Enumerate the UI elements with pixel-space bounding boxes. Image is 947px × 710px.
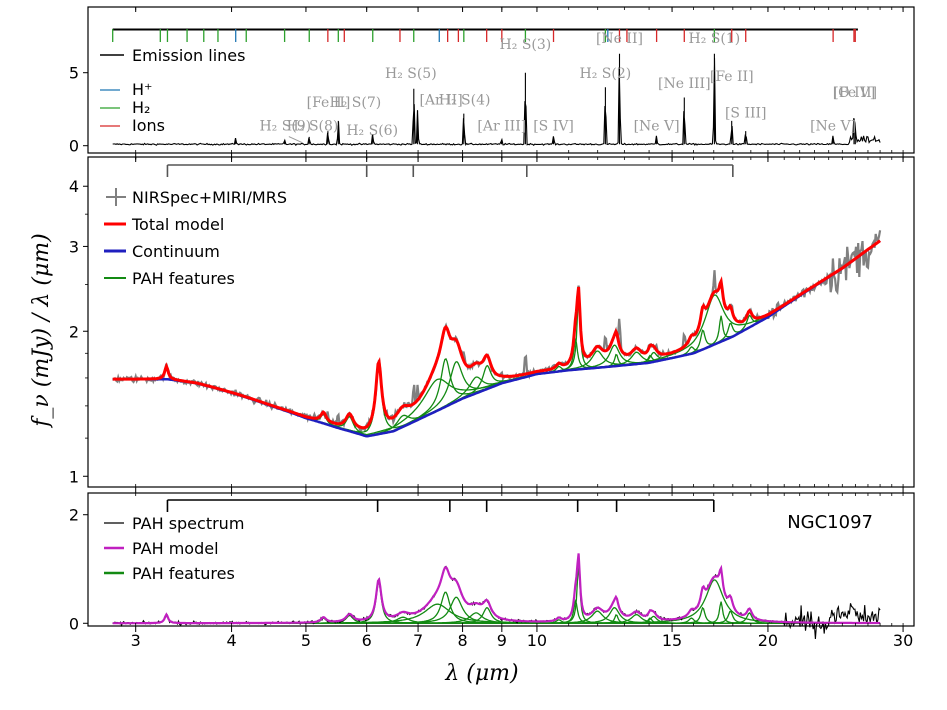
- y-axis-title: f_ν (mJy) / λ (μm): [29, 233, 54, 428]
- x-tick-label: 20: [758, 631, 778, 650]
- legend-label: Ions: [132, 116, 165, 135]
- line-annotation: [Ne V]: [634, 119, 680, 135]
- line-annotation: [Fe II]: [710, 69, 754, 85]
- legend-label: NIRSpec+MIRI/MRS: [132, 188, 287, 207]
- y-tick-label: 4: [69, 177, 79, 196]
- x-tick-label: 3: [131, 631, 141, 650]
- line-annotation: H₂ S(4): [439, 92, 491, 108]
- pah-model-curve: [112, 553, 881, 625]
- observed-spectrum: [112, 230, 882, 434]
- annotation-arrow: [288, 136, 303, 144]
- line-annotation: [Ne III]: [658, 76, 711, 92]
- x-tick-label: 9: [497, 631, 507, 650]
- y-tick-label: 0: [69, 614, 79, 633]
- pah-feature-curve: [633, 250, 867, 366]
- line-annotation: [Ne V]: [810, 119, 856, 135]
- pah-legend: PAH spectrum PAH model PAH features: [104, 514, 244, 583]
- legend-label: H₂: [132, 98, 150, 117]
- y-tick-label: 0: [69, 137, 79, 156]
- spectrum-legend: NIRSpec+MIRI/MRS Total model Continuum PAH …: [104, 188, 287, 288]
- line-annotation: H₂ S(9): [259, 119, 311, 135]
- x-tick-label: 8: [457, 631, 467, 650]
- legend-label: Continuum: [132, 242, 220, 261]
- legend-label: H⁺: [132, 80, 152, 99]
- pah-feature-curve: [498, 336, 732, 386]
- legend-label: PAH features: [132, 269, 235, 288]
- pah-feature-curve: [500, 336, 733, 385]
- pah-panel-frame: [87, 492, 915, 627]
- legend-label: PAH features: [132, 564, 235, 583]
- pah-feature-curve: [575, 290, 809, 371]
- x-tick-label: 10: [527, 631, 547, 650]
- line-annotation: H₂ S(7): [330, 95, 382, 111]
- y-tick-label: 2: [69, 506, 79, 525]
- x-tick-label: 15: [662, 631, 682, 650]
- legend-label: Total model: [131, 215, 224, 234]
- y-tick-label: 5: [69, 64, 79, 83]
- pah-feature-curve: [598, 274, 832, 368]
- x-axis-title: λ (μm): [444, 661, 518, 686]
- total-model-curve: [112, 239, 881, 430]
- line-annotation: [Ne II]: [596, 31, 643, 47]
- x-tick-label: 6: [362, 631, 372, 650]
- line-annotation: [Ar II]: [419, 92, 462, 108]
- pah-feature-curve: [112, 364, 283, 411]
- x-tick-label: 4: [226, 631, 236, 650]
- line-annotation: [S IV]: [533, 119, 574, 135]
- galaxy-label: NGC1097: [787, 512, 873, 533]
- emission-panel-frame: [87, 6, 915, 154]
- spectrum-panel-frame: [87, 156, 915, 488]
- spectrum-fit-panel: 1 2 3 4 NIRSpec+MIRI/MRS Total model Continuu…: [69, 156, 915, 488]
- y-tick-label: 2: [69, 322, 79, 341]
- line-annotation: H₂ S(3): [500, 37, 552, 53]
- emission-line-spectrum: [112, 53, 881, 147]
- line-annotation: [O IV]: [833, 85, 876, 101]
- x-tick-label: 30: [893, 631, 913, 650]
- pah-feature-curve: [614, 265, 847, 367]
- y-tick-label: 3: [69, 237, 79, 256]
- line-annotation: H₂ S(2): [580, 66, 632, 82]
- line-annotation: [Fe II]: [307, 95, 351, 111]
- x-tick-label: 5: [301, 631, 311, 650]
- emission-lines-panel: H₂ S(9)H₂ S(8)[Fe II]H₂ S(7)H₂ S(6)H₂ S(…: [69, 6, 915, 156]
- line-annotation: H₂ S(5): [385, 66, 437, 82]
- line-annotation: H₂ S(8): [287, 119, 339, 135]
- y-tick-label: 1: [69, 467, 79, 486]
- legend-label: PAH spectrum: [132, 514, 244, 533]
- line-annotation: H₂ S(1): [689, 31, 741, 47]
- line-annotation: [Fe II]: [833, 85, 877, 101]
- line-annotation: [Ar III]: [477, 119, 526, 135]
- legend-label: Emission lines: [132, 46, 245, 65]
- legend-label: PAH model: [132, 539, 219, 558]
- x-tick-label: 7: [413, 631, 423, 650]
- line-annotation: [S III]: [725, 105, 767, 121]
- line-annotation: H₂ S(6): [346, 123, 398, 139]
